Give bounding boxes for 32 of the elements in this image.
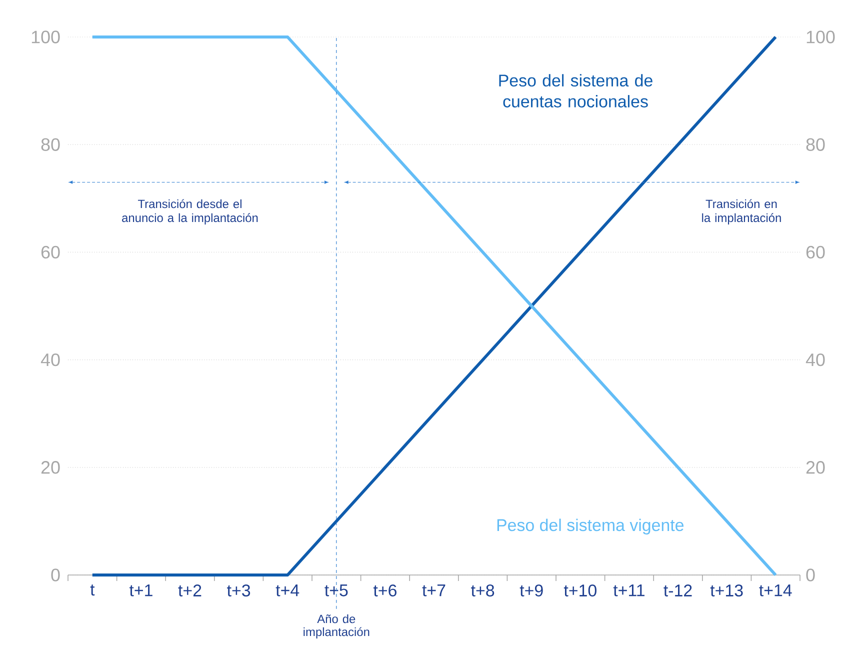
x-tick-label: t+1 bbox=[129, 584, 152, 596]
x-tick-label: t+6 bbox=[373, 584, 396, 596]
y2-tick-label: 80 bbox=[806, 138, 825, 151]
y2-tick-label: 100 bbox=[806, 30, 835, 44]
x-tick-label: t+8 bbox=[471, 584, 494, 596]
y2-tick-label: 20 bbox=[806, 461, 825, 474]
x-tick-label: t+3 bbox=[227, 584, 250, 596]
y-tick-label: 60 bbox=[41, 246, 60, 259]
annotation: Transición desde el anuncio a la implantación bbox=[122, 199, 258, 224]
x-tick-label: t+7 bbox=[422, 584, 446, 596]
y-tick-label: 40 bbox=[40, 353, 60, 366]
ref-line-label: Año de implantación bbox=[304, 614, 370, 638]
series-label: Peso del sistema vigente bbox=[497, 518, 684, 534]
x-tick-label: t+4 bbox=[276, 584, 300, 596]
x-tick-label: t+11 bbox=[613, 584, 644, 596]
y-tick-label: 0 bbox=[51, 568, 60, 582]
annotation: Transición en la implantación bbox=[702, 199, 781, 224]
x-tick-label: t+9 bbox=[520, 584, 543, 596]
y2-tick-label: 60 bbox=[806, 246, 825, 259]
y-tick-label: 100 bbox=[32, 30, 60, 44]
x-tick-label: t bbox=[90, 584, 95, 596]
y2-tick-label: 40 bbox=[806, 353, 825, 366]
text: Peso del sistema de cuentas nocionales bbox=[499, 74, 652, 108]
x-tick-label: t+13 bbox=[710, 584, 743, 596]
y-tick-label: 80 bbox=[41, 138, 60, 151]
x-tick-label: t-12 bbox=[664, 584, 692, 596]
y-tick-label: 20 bbox=[41, 461, 60, 474]
x-tick-label: t+14 bbox=[759, 584, 792, 596]
x-tick-label: t+2 bbox=[178, 584, 202, 596]
x-tick-label: t+10 bbox=[564, 584, 596, 596]
y2-tick-label: 0 bbox=[806, 568, 815, 582]
x-tick-label: t+5 bbox=[324, 584, 348, 596]
